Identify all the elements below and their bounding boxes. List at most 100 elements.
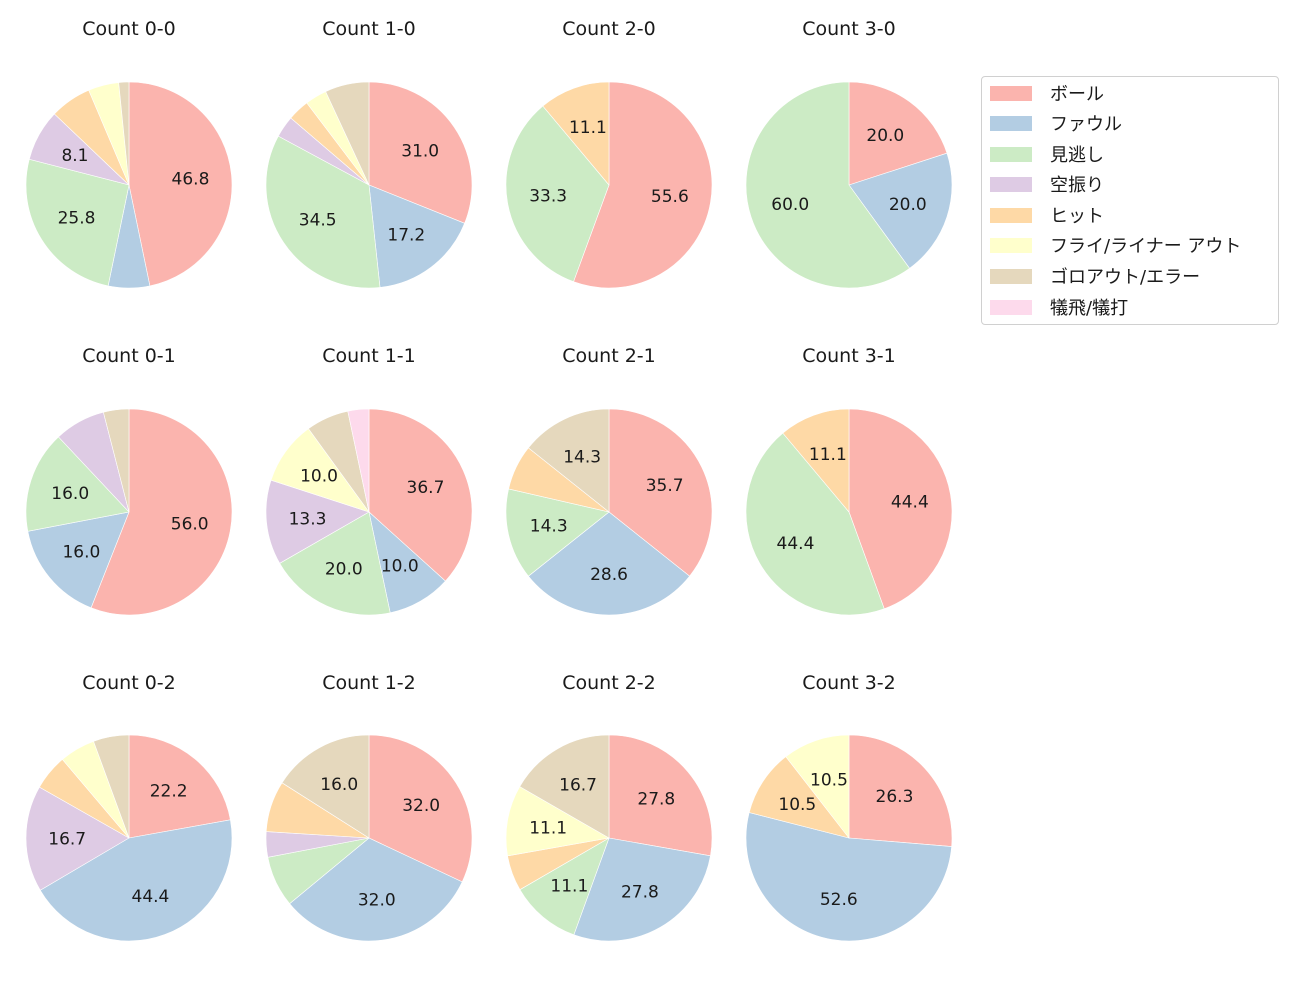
legend-swatch-foul xyxy=(990,115,1032,131)
slice-label: 14.3 xyxy=(563,447,601,467)
slice-label: 26.3 xyxy=(876,787,914,807)
pie-count-1-1: Count 1-1 36.7 10.0 20.0 13.3 10.0 xyxy=(265,345,473,616)
slice-label: 10.5 xyxy=(810,771,848,791)
legend-swatch-fly-out xyxy=(990,237,1032,253)
pie-slice xyxy=(25,158,130,287)
slice-label: 11.1 xyxy=(569,118,607,138)
slice-label: 27.8 xyxy=(621,883,659,903)
pie-slice xyxy=(368,734,473,883)
legend-item-called-strike: 見逃し xyxy=(990,142,1104,166)
pie-slice xyxy=(325,81,370,186)
pie-title: Count 1-0 xyxy=(322,18,416,40)
pie-slice xyxy=(289,837,463,942)
legend-swatch-hit xyxy=(990,207,1032,223)
pie-title: Count 2-0 xyxy=(562,18,656,40)
legend-label: ファウル xyxy=(1050,114,1122,135)
pies-group: Count 0-0 46.8 25.8 8.1 Count 1-0 31.0 17.2 34.… xyxy=(25,18,953,942)
pie-count-2-0: Count 2-0 55.6 33.3 11.1 xyxy=(505,18,713,289)
slice-label: 32.0 xyxy=(358,890,396,910)
slice-label: 44.4 xyxy=(891,492,929,512)
pie-slice xyxy=(782,408,850,513)
slice-label: 13.3 xyxy=(289,509,327,529)
legend-swatch-sacrifice xyxy=(990,299,1032,315)
slice-label: 16.7 xyxy=(559,775,597,795)
slice-label: 10.0 xyxy=(300,467,338,487)
slice-label: 16.7 xyxy=(48,829,86,849)
pie-slice xyxy=(128,81,233,287)
pie-slice xyxy=(608,734,713,857)
pie-slice xyxy=(519,837,610,936)
pie-slice xyxy=(519,734,610,839)
slice-label: 60.0 xyxy=(771,195,809,215)
pie-slice xyxy=(39,819,233,942)
pie-slice xyxy=(279,511,391,616)
slice-label: 35.7 xyxy=(646,476,684,496)
pie-slice xyxy=(527,511,691,616)
legend-item-sacrifice: 犠飛/犠打 xyxy=(990,295,1128,319)
slice-label: 16.0 xyxy=(51,484,89,504)
pie-title: Count 2-2 xyxy=(562,672,656,694)
slice-label: 11.1 xyxy=(529,818,567,838)
slice-label: 22.2 xyxy=(150,782,188,802)
pie-slice xyxy=(103,408,130,513)
slice-label: 33.3 xyxy=(529,187,567,207)
pie-slice xyxy=(505,105,610,283)
pie-slice xyxy=(505,488,610,577)
slice-label: 20.0 xyxy=(866,126,904,146)
pie-count-2-2: Count 2-2 27.8 27.8 11.1 11.1 16.7 xyxy=(505,672,713,942)
slice-label: 8.1 xyxy=(61,146,88,166)
pie-slice xyxy=(573,81,713,289)
legend-label: ゴロアウト/エラー xyxy=(1050,267,1201,288)
slice-label: 16.0 xyxy=(62,542,100,562)
slice-label: 27.8 xyxy=(637,789,675,809)
legend-label: 犠飛/犠打 xyxy=(1050,298,1129,319)
pie-slice xyxy=(848,152,953,269)
pie-slice xyxy=(542,81,610,186)
slice-label: 52.6 xyxy=(820,890,858,910)
legend-label: フライ/ライナー アウト xyxy=(1050,236,1242,257)
legend-item-ball: ボール xyxy=(990,81,1104,105)
slice-label: 10.5 xyxy=(778,795,816,815)
pie-title: Count 1-2 xyxy=(322,672,416,694)
slice-label: 20.0 xyxy=(325,559,363,579)
pie-slice xyxy=(93,734,130,839)
slice-label: 55.6 xyxy=(651,187,689,207)
pie-title: Count 1-1 xyxy=(322,345,416,367)
legend-item-foul: ファウル xyxy=(990,111,1122,135)
slice-label: 28.6 xyxy=(590,565,628,585)
slice-label: 11.1 xyxy=(550,876,588,896)
legend-swatch-swinging-strike xyxy=(990,176,1032,192)
pie-slice xyxy=(745,81,910,289)
slice-label: 14.3 xyxy=(530,517,568,537)
legend-item-swinging-strike: 空振り xyxy=(990,172,1104,196)
slice-label: 56.0 xyxy=(171,515,209,535)
pie-count-3-2: Count 3-2 26.3 52.6 10.5 10.5 xyxy=(745,672,953,942)
slice-label: 36.7 xyxy=(407,478,445,498)
pie-slice xyxy=(281,734,370,839)
legend: ボール ファウル 見逃し 空振り ヒット フライ/ライナー アウト ゴロアウト/… xyxy=(981,76,1279,325)
pie-slice xyxy=(848,81,948,186)
pie-slice xyxy=(573,837,711,942)
pie-slice xyxy=(118,81,130,186)
pie-slice xyxy=(848,734,953,847)
legend-label: ボール xyxy=(1050,84,1104,105)
pie-count-0-1: Count 0-1 56.0 16.0 16.0 xyxy=(25,345,233,616)
legend-item-ground-out: ゴロアウト/エラー xyxy=(990,264,1200,288)
slice-label: 31.0 xyxy=(401,141,439,161)
pie-slice xyxy=(368,408,473,582)
slice-label: 46.8 xyxy=(172,170,210,190)
legend-swatch-ground-out xyxy=(990,268,1032,284)
pie-count-1-0: Count 1-0 31.0 17.2 34.5 xyxy=(265,18,473,289)
pie-count-0-2: Count 0-2 22.2 44.4 16.7 xyxy=(25,672,233,942)
pie-title: Count 2-1 xyxy=(562,345,656,367)
slice-label: 16.0 xyxy=(320,775,358,795)
pie-slice xyxy=(745,432,885,616)
pie-slice xyxy=(265,479,370,564)
pie-slice xyxy=(347,408,370,513)
pie-slice xyxy=(265,135,381,289)
pie-count-3-0: Count 3-0 20.0 20.0 60.0 xyxy=(745,18,953,289)
legend-item-fly-out: フライ/ライナー アウト xyxy=(990,233,1241,257)
pie-slice xyxy=(527,408,610,513)
pie-title: Count 3-0 xyxy=(802,18,896,40)
